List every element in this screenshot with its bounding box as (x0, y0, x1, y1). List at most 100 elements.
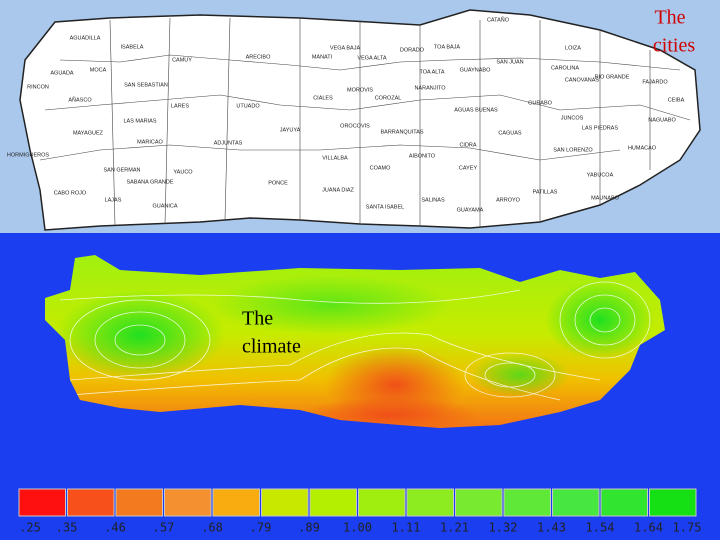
municipality-name: TOA ALTA (419, 69, 444, 75)
municipality-name: SAN GERMAN (104, 167, 141, 173)
municipality-name: PATILLAS (533, 189, 558, 195)
municipality-name: JUNCOS (561, 115, 584, 121)
municipality-name: CATAÑO (487, 16, 510, 23)
legend-swatch (212, 488, 260, 517)
municipality-name: CAROLINA (551, 65, 579, 71)
legend-swatch (261, 488, 309, 517)
municipality-name: TOA BAJA (434, 44, 461, 50)
municipality-name: LAJAS (105, 197, 122, 203)
legend-label: .89 (298, 521, 320, 535)
municipality-name: GURABO (528, 100, 553, 106)
municipality-name: AGUADILLA (70, 35, 101, 41)
municipality-name: YABUCOA (587, 172, 614, 178)
municipality-name: LOIZA (565, 45, 581, 51)
municipality-name: GUANICA (152, 203, 177, 209)
legend-swatch (503, 488, 551, 517)
municipality-labels: AGUADILLA ISABELA CAMUY ARECIBO MANATI VEGA B… (7, 16, 685, 213)
legend-label: .46 (104, 521, 126, 535)
municipality-name: LARES (171, 103, 189, 109)
legend-label: 1.00 (343, 521, 372, 535)
municipality-name: CEIBA (668, 97, 685, 103)
legend-label: .35 (56, 521, 78, 535)
legend-swatch (358, 488, 406, 517)
municipality-name: NAGUABO (648, 117, 676, 123)
legend-swatch (18, 488, 66, 517)
municipality-name: OROCOVIS (340, 123, 370, 129)
municipality-name: UTUADO (236, 103, 260, 109)
municipality-name: HORMIGUEROS (7, 152, 50, 158)
municipality-name: MAYAGUEZ (73, 130, 104, 136)
municipality-name: VEGA ALTA (357, 55, 386, 61)
municipality-name: GUAYAMA (457, 207, 484, 213)
legend-swatch (552, 488, 600, 517)
legend-label: 1.21 (440, 521, 469, 535)
municipality-name: AÑASCO (68, 96, 92, 103)
municipality-name: GUAYNABO (460, 67, 491, 73)
municipality-name: ADJUNTAS (214, 140, 243, 146)
municipality-name: PONCE (268, 180, 288, 186)
municipality-name: MARICAO (137, 139, 163, 145)
municipality-name: AGUADA (50, 70, 74, 76)
municipality-name: SAN JUAN (496, 59, 523, 65)
legend-label: 1.54 (586, 521, 615, 535)
legend-swatch (164, 488, 212, 517)
municipality-name: SALINAS (421, 197, 445, 203)
legend-label: .57 (153, 521, 175, 535)
legend-swatch (600, 488, 648, 517)
legend-swatch (455, 488, 503, 517)
municipality-name: HUMACAO (628, 145, 657, 151)
municipality-name: SAN LORENZO (553, 147, 593, 153)
climate-label: climate (242, 336, 301, 358)
municipality-name: MOCA (90, 67, 107, 73)
municipality-name: MOROVIS (347, 87, 373, 93)
municipality-name: RINCON (27, 84, 49, 90)
municipality-name: CIALES (313, 95, 333, 101)
municipality-name: CIDRA (459, 142, 476, 148)
municipality-name: ARROYO (496, 197, 521, 203)
municipality-name: AGUAS BUENAS (454, 107, 498, 113)
municipality-name: ARECIBO (246, 54, 271, 60)
legend-label: 1.11 (392, 521, 421, 535)
municipality-name: CANOVANAS (565, 77, 599, 83)
legend-label: 1.32 (489, 521, 518, 535)
legend-swatch (67, 488, 115, 517)
municipality-name: CAYEY (459, 165, 478, 171)
municipality-name: YAUCO (173, 169, 193, 175)
municipality-name: MAUNABO (591, 195, 620, 201)
legend-label: 1.64 (634, 521, 663, 535)
legend-swatch (309, 488, 357, 517)
municipality-name: RIO GRANDE (595, 74, 630, 80)
municipal-borders (39, 17, 691, 228)
municipality-name: MANATI (312, 54, 333, 60)
legend-label: 1.75 (673, 521, 702, 535)
municipality-name: AIBONITO (409, 153, 436, 159)
legend-label: 1.43 (537, 521, 566, 535)
legend-label: .25 (19, 521, 41, 535)
legend-label: .79 (250, 521, 272, 535)
municipality-name: ISABELA (121, 44, 144, 50)
municipality-name: JAYUYA (280, 127, 301, 133)
legend-label: .68 (201, 521, 223, 535)
climate-label: The (242, 308, 273, 330)
climate-legend: .25 .35 .46 .57 .68 .79 .89 1.00 1.11 1.21 1.32 1.4… (18, 488, 702, 535)
legend-swatch (115, 488, 163, 517)
municipality-name: SANTA ISABEL (366, 204, 404, 210)
municipality-name: CAMUY (172, 57, 192, 63)
municipality-name: BARRANQUITAS (381, 129, 424, 135)
municipality-name: LAS PIEDRAS (582, 125, 618, 131)
municipality-name: VEGA BAJA (330, 45, 361, 51)
cities-label: The (654, 7, 685, 29)
municipality-name: LAS MARIAS (123, 118, 156, 124)
municipality-name: COROZAL (375, 95, 402, 101)
municipality-name: COAMO (370, 165, 392, 171)
municipality-name: SAN SEBASTIAN (124, 82, 168, 88)
legend-swatch (649, 488, 697, 517)
municipality-name: CAGUAS (498, 130, 522, 136)
municipality-name: JUANA DIAZ (322, 187, 354, 193)
municipality-name: FAJARDO (642, 79, 668, 85)
climate-map (45, 255, 665, 428)
municipality-name: SABANA GRANDE (126, 179, 173, 185)
legend-swatch (406, 488, 454, 517)
municipality-name: CABO ROJO (54, 190, 87, 196)
